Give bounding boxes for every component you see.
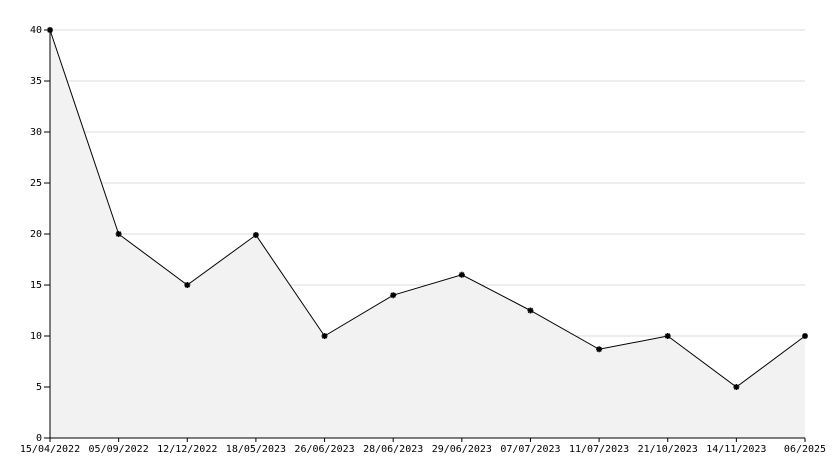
x-tick-label: 05/09/2022 — [89, 444, 149, 455]
x-tick-label: 14/11/2023 — [706, 444, 766, 455]
y-tick-label: 35 — [30, 76, 42, 87]
marker — [596, 346, 603, 353]
y-tick-label: 20 — [30, 229, 42, 240]
y-tick-label: 25 — [30, 178, 42, 189]
x-tick-label: 28/06/2023 — [363, 444, 423, 455]
marker — [664, 333, 671, 339]
x-tick-label: 21/10/2023 — [638, 444, 698, 455]
marker — [321, 333, 328, 339]
x-tick-label: 07/07/2023 — [500, 444, 560, 455]
x-tick-label: 18/05/2023 — [226, 444, 286, 455]
x-tick-label: 11/07/2023 — [569, 444, 629, 455]
x-tick-label: 06/2025 — [784, 444, 826, 455]
marker — [802, 333, 808, 339]
marker — [115, 231, 122, 237]
marker — [390, 292, 397, 299]
y-tick-label: 30 — [30, 127, 42, 138]
line — [49, 29, 806, 388]
y-tick-label: 5 — [36, 382, 42, 393]
marker — [252, 232, 259, 239]
marker — [733, 384, 740, 390]
x-tick-label: 12/12/2022 — [157, 444, 217, 455]
x-tick-label: 26/06/2023 — [294, 444, 354, 455]
marker — [527, 307, 534, 314]
y-tick-label: 40 — [30, 25, 42, 36]
y-tick-label: 0 — [36, 433, 42, 444]
marker — [184, 282, 191, 288]
area — [50, 30, 805, 438]
y-tick-label: 15 — [30, 280, 42, 291]
marker — [458, 271, 465, 278]
x-tick-label: 15/04/2022 — [20, 444, 80, 455]
y-tick-label: 10 — [30, 331, 42, 342]
x-tick-label: 29/06/2023 — [432, 444, 492, 455]
